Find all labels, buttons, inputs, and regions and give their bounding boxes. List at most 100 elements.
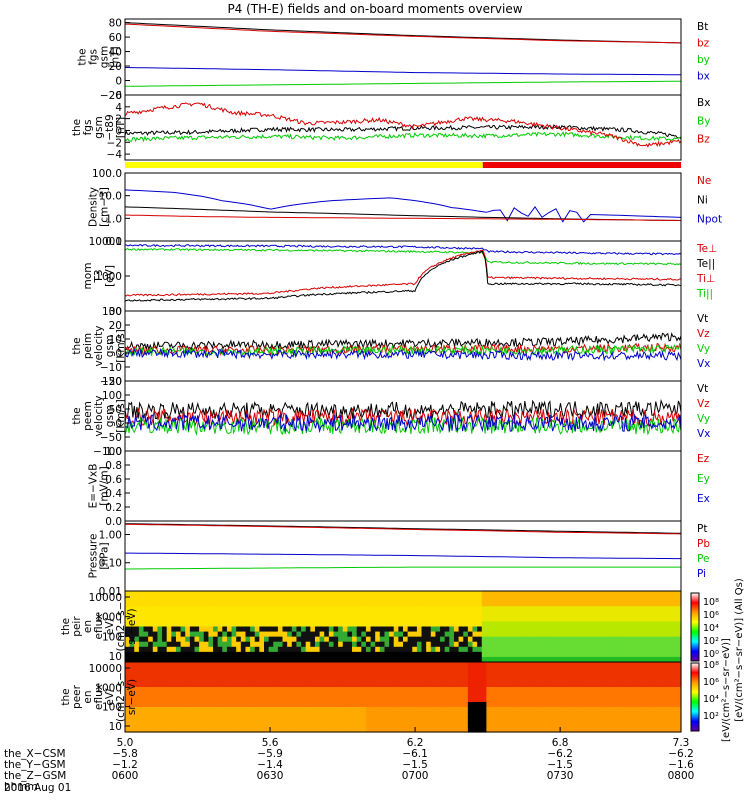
spec-cell (231, 722, 237, 728)
spec-cell (657, 646, 664, 653)
spec-cell (426, 727, 432, 733)
spec-cell (500, 717, 506, 723)
spec-cell (643, 712, 650, 718)
spec-cell (630, 601, 636, 607)
spec-cell (523, 717, 529, 723)
spec-cell (324, 682, 330, 688)
spec-cell (379, 591, 386, 597)
spec-cell (305, 601, 311, 607)
spec-cell (625, 702, 631, 708)
spec-cell (250, 707, 256, 713)
spec-cell (125, 621, 131, 628)
spec-cell (426, 717, 432, 723)
spec-cell (426, 616, 432, 623)
spec-cell (175, 656, 182, 663)
spec-cell (282, 702, 288, 708)
spec-cell (194, 702, 200, 708)
spec-cell (662, 682, 668, 688)
spec-cell (555, 707, 562, 713)
spec-cell (421, 631, 427, 638)
spec-cell (370, 702, 376, 708)
spec-cell (653, 646, 659, 653)
spec-cell (143, 616, 149, 623)
spec-cell (403, 692, 409, 698)
spec-cell (449, 672, 455, 678)
spec-cell (185, 692, 191, 698)
spec-cell (565, 646, 571, 653)
spec-cell (273, 616, 279, 623)
spec-cell (532, 702, 538, 708)
spec-cell (643, 707, 650, 713)
spec-cell (514, 636, 520, 643)
spec-cell (370, 596, 376, 602)
spec-cell (592, 692, 599, 698)
spec-cell (250, 641, 256, 648)
spec-cell (180, 722, 186, 728)
spec-cell (634, 611, 640, 617)
spec-cell (509, 631, 515, 638)
spec-cell (393, 611, 399, 617)
spec-cell (639, 641, 645, 648)
spec-cell (671, 727, 677, 733)
spec-cell (560, 631, 566, 638)
spec-cell (319, 667, 325, 673)
spec-cell (134, 682, 140, 688)
spec-cell (472, 656, 478, 663)
spec-cell (189, 656, 196, 663)
spec-cell (662, 601, 668, 607)
spec-cell (403, 611, 409, 617)
spec-cell (222, 707, 228, 713)
spec-cell (620, 667, 626, 673)
spec-cell (440, 606, 446, 612)
spec-cell (347, 606, 353, 612)
spec-cell (657, 596, 664, 602)
spec-cell (194, 626, 200, 633)
spec-cell (365, 712, 372, 718)
ylabel-line: gsm (104, 335, 116, 357)
spec-cell (592, 646, 599, 653)
spec-cell (472, 606, 478, 612)
spec-cell (143, 672, 149, 678)
spec-cell (657, 616, 664, 623)
spec-cell (213, 687, 219, 693)
spec-cell (472, 727, 478, 733)
spec-cell (379, 682, 386, 688)
spec-cell (134, 722, 140, 728)
spec-cell (500, 641, 506, 648)
spec-cell (389, 707, 395, 713)
spec-cell (389, 631, 395, 638)
spec-cell (444, 651, 450, 658)
spec-cell (671, 636, 677, 643)
spec-cell (166, 662, 172, 668)
spec-cell (148, 606, 154, 612)
spec-cell (305, 591, 311, 597)
spec-cell (630, 697, 636, 703)
spec-cell (481, 682, 487, 688)
spec-cell (416, 717, 423, 723)
spec-cell (162, 606, 168, 612)
spec-cell (277, 707, 284, 713)
spec-cell (314, 712, 321, 718)
spec-cell (532, 646, 538, 653)
spec-cell (463, 656, 469, 663)
spec-cell (625, 677, 631, 683)
spec-cell (254, 682, 260, 688)
spec-cell (634, 641, 640, 648)
spec-cell (264, 717, 270, 723)
spec-cell (500, 672, 506, 678)
spec-cell (356, 646, 362, 653)
spec-cell (129, 606, 135, 612)
spec-cell (129, 591, 135, 597)
spec-cell (528, 621, 534, 628)
spec-cell (375, 641, 381, 648)
spec-cell (264, 722, 270, 728)
spec-cell (407, 697, 413, 703)
spec-cell (653, 606, 659, 612)
spec-cell (542, 682, 548, 688)
spec-cell (277, 727, 284, 733)
spec-cell (370, 682, 376, 688)
spec-cell (597, 692, 603, 698)
spec-cell (393, 656, 399, 663)
spec-cell (463, 596, 469, 602)
